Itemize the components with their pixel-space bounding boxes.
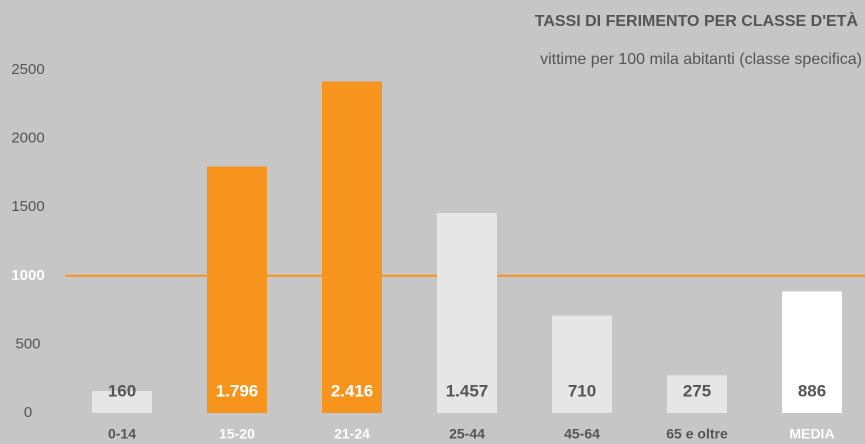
x-tick-label: 45-64 [564, 426, 600, 442]
bar [782, 291, 842, 413]
data-label: 2.416 [331, 381, 374, 400]
y-tick-label: 1500 [11, 198, 44, 215]
x-tick-label: MEDIA [789, 426, 834, 442]
y-tick-label: 500 [15, 335, 40, 352]
bar [667, 375, 727, 413]
x-tick-label: 65 e oltre [666, 426, 728, 442]
y-tick-label: 2000 [11, 130, 44, 147]
data-label: 160 [108, 381, 136, 400]
bar [322, 81, 382, 413]
y-tick-label: 0 [24, 404, 32, 421]
data-label: 886 [798, 381, 826, 400]
data-label: 275 [683, 381, 711, 400]
bar [552, 315, 612, 413]
bar [437, 213, 497, 413]
bar [207, 166, 267, 413]
x-tick-label: 25-44 [449, 426, 485, 442]
data-label: 1.457 [446, 381, 489, 400]
x-tick-label: 21-24 [334, 426, 370, 442]
data-label: 1.796 [216, 381, 259, 400]
chart-title: TASSI DI FERIMENTO PER CLASSE D'ETÀ [535, 11, 859, 30]
y-tick-label: 2500 [11, 61, 44, 78]
x-tick-label: 15-20 [219, 426, 255, 442]
data-label: 710 [568, 381, 596, 400]
bar [92, 391, 152, 413]
chart-subtitle: vittime per 100 mila abitanti (classe sp… [540, 51, 862, 68]
x-tick-label: 0-14 [108, 426, 136, 442]
y-tick-label: 1000 [11, 267, 44, 284]
